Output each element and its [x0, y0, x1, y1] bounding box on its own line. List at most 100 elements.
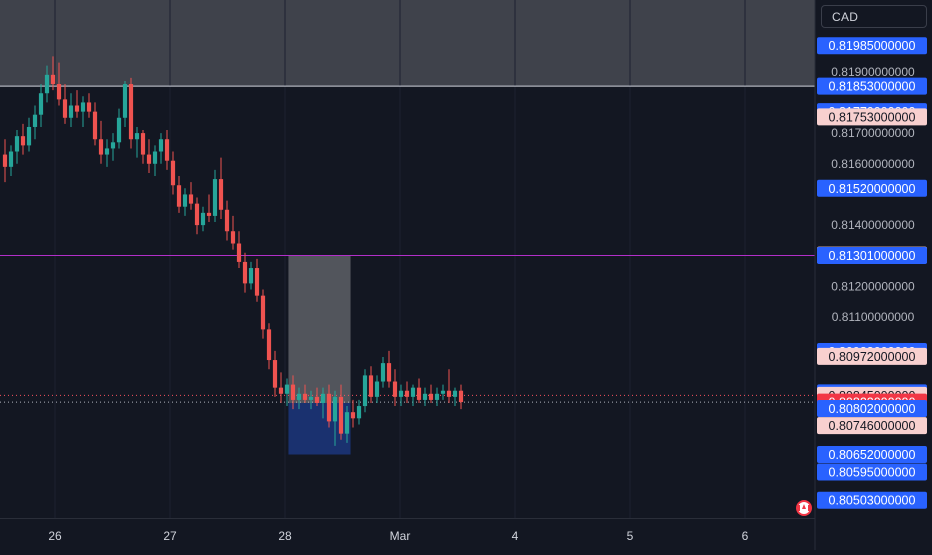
candle-body[interactable]	[38, 93, 44, 115]
price-badge[interactable]: 0.80503000000	[817, 491, 927, 509]
candle-body[interactable]	[392, 381, 398, 397]
candle-body[interactable]	[236, 243, 242, 262]
candle-body[interactable]	[110, 142, 116, 149]
candle-body[interactable]	[314, 396, 320, 403]
candle-body[interactable]	[182, 194, 188, 207]
candle-body[interactable]	[152, 151, 158, 164]
candle-body[interactable]	[188, 194, 194, 204]
candle-body[interactable]	[296, 393, 302, 400]
candle-body[interactable]	[14, 136, 20, 152]
candle-body[interactable]	[302, 393, 308, 400]
candle-body[interactable]	[362, 375, 368, 407]
candle-body[interactable]	[386, 363, 392, 382]
price-badge-label: 0.81520000000	[829, 182, 916, 196]
candle-body[interactable]	[434, 393, 440, 400]
candle-body[interactable]	[212, 179, 218, 216]
price-badge[interactable]: 0.80746000000	[817, 417, 927, 435]
candle-body[interactable]	[134, 133, 140, 140]
candle-body[interactable]	[350, 412, 356, 419]
candle-body[interactable]	[356, 406, 362, 419]
candle-body[interactable]	[170, 160, 176, 186]
candle-body[interactable]	[122, 84, 128, 118]
candle-body[interactable]	[68, 105, 74, 118]
candle-body[interactable]	[278, 387, 284, 394]
candle-body[interactable]	[368, 375, 374, 397]
price-badge[interactable]: 0.80595000000	[817, 463, 927, 481]
candle-body[interactable]	[260, 295, 266, 330]
candle-body[interactable]	[230, 231, 236, 244]
candle-body[interactable]	[338, 396, 344, 434]
price-badge[interactable]: 0.81753000000	[817, 108, 927, 126]
candle-body[interactable]	[320, 393, 326, 403]
candle-body[interactable]	[326, 393, 332, 422]
candle-body[interactable]	[2, 154, 8, 167]
stop-zone[interactable]	[288, 255, 351, 403]
candle-body[interactable]	[200, 212, 206, 226]
time-axis[interactable]	[0, 518, 815, 550]
price-badge[interactable]: 0.80972000000	[817, 347, 927, 365]
candle-body[interactable]	[452, 390, 458, 397]
candle-body[interactable]	[374, 381, 380, 397]
candle-body[interactable]	[74, 105, 80, 112]
price-tick-label: 0.81100000000	[832, 310, 915, 324]
candle-body[interactable]	[218, 179, 224, 210]
candle-body[interactable]	[290, 384, 296, 400]
candle-body[interactable]	[140, 133, 146, 155]
candle-body[interactable]	[32, 114, 38, 127]
price-badge[interactable]: 0.81301000000	[817, 246, 927, 264]
price-badge[interactable]: 0.80802000000	[817, 400, 927, 418]
candle-body[interactable]	[62, 99, 68, 118]
price-badge-label: 0.80746000000	[829, 419, 916, 433]
candle-body[interactable]	[332, 396, 338, 422]
price-badge[interactable]: 0.81853000000	[817, 77, 927, 95]
candle-body[interactable]	[92, 111, 98, 140]
candle-body[interactable]	[44, 74, 50, 94]
candle-body[interactable]	[20, 136, 26, 146]
candle-body[interactable]	[446, 390, 452, 397]
candle-body[interactable]	[116, 117, 122, 143]
candle-body[interactable]	[50, 74, 56, 85]
candle-body[interactable]	[248, 268, 254, 284]
candle-body[interactable]	[308, 396, 314, 400]
price-badge-label: 0.80972000000	[829, 350, 916, 364]
candle-body[interactable]	[224, 209, 230, 232]
price-tick-label: 0.81700000000	[831, 126, 915, 140]
price-badge[interactable]: 0.81985000000	[817, 37, 927, 55]
candle-body[interactable]	[272, 360, 278, 388]
candle-body[interactable]	[440, 390, 446, 394]
candle-body[interactable]	[158, 139, 164, 152]
candle-body[interactable]	[410, 387, 416, 397]
candle-body[interactable]	[284, 384, 290, 394]
candle-body[interactable]	[8, 151, 14, 167]
price-badge[interactable]: 0.81520000000	[817, 179, 927, 197]
candle-body[interactable]	[80, 102, 86, 112]
price-badge[interactable]: 0.80652000000	[817, 446, 927, 464]
candle-body[interactable]	[128, 84, 134, 140]
canada-flag-icon[interactable]	[796, 500, 812, 516]
candle-body[interactable]	[242, 261, 248, 284]
candle-body[interactable]	[26, 126, 32, 146]
candle-body[interactable]	[194, 203, 200, 226]
candle-body[interactable]	[458, 390, 464, 403]
candle-body[interactable]	[344, 412, 350, 434]
candle-body[interactable]	[428, 393, 434, 400]
candle-body[interactable]	[380, 363, 386, 382]
candle-body[interactable]	[164, 139, 170, 161]
price-badge-label: 0.81985000000	[829, 39, 916, 53]
candle-body[interactable]	[146, 154, 152, 164]
candle-body[interactable]	[398, 390, 404, 397]
currency-label[interactable]: CAD	[821, 5, 927, 28]
candle-body[interactable]	[422, 393, 428, 400]
candle-body[interactable]	[254, 268, 260, 296]
candle-body[interactable]	[266, 329, 272, 361]
candle-body[interactable]	[98, 139, 104, 155]
candle-body[interactable]	[176, 185, 182, 207]
candle-body[interactable]	[416, 387, 422, 400]
candle-body[interactable]	[56, 84, 62, 100]
candle-body[interactable]	[404, 390, 410, 397]
candle-body[interactable]	[104, 148, 110, 155]
candle-body[interactable]	[206, 212, 212, 216]
candle-body[interactable]	[86, 102, 92, 112]
